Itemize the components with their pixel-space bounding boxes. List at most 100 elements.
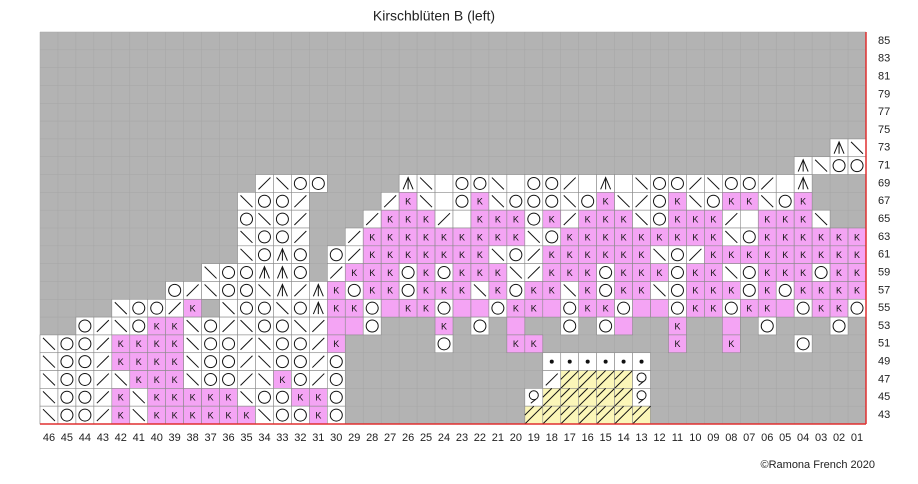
stitch-cell xyxy=(237,352,256,371)
column-label: 44 xyxy=(79,432,91,444)
column-label: 17 xyxy=(564,432,576,444)
stitch-cell: K xyxy=(542,281,562,300)
stitch-cell xyxy=(57,352,77,371)
ssk xyxy=(724,266,738,279)
stitch-k: K xyxy=(513,304,519,314)
stitch-cell xyxy=(704,192,723,211)
stitch-cell xyxy=(273,263,292,282)
cell-bg xyxy=(506,174,526,193)
stitch-cell: K xyxy=(775,263,795,282)
stitch-cell xyxy=(362,209,382,229)
stitch-k: K xyxy=(459,232,465,242)
stitch-cell xyxy=(201,316,220,336)
yarn-over xyxy=(491,301,505,315)
stitch-cell: K xyxy=(578,209,597,229)
cell-bg xyxy=(775,174,795,193)
yarn-over xyxy=(293,408,307,422)
stitch-cell: K xyxy=(793,263,813,282)
stitch-cell: K xyxy=(686,263,705,282)
ssk xyxy=(186,319,199,333)
yarn-over xyxy=(311,176,325,190)
stitch-cell: K xyxy=(596,298,615,318)
stitch-k: K xyxy=(585,250,591,260)
stitch-cell: K xyxy=(614,281,633,300)
stitch-k: K xyxy=(818,232,824,242)
stitch-cell xyxy=(560,281,579,300)
cable xyxy=(578,370,598,389)
stitch-cell: K xyxy=(129,334,149,354)
stitch-k: K xyxy=(513,214,519,224)
row-label: 69 xyxy=(878,177,890,189)
row-label: 59 xyxy=(878,266,890,278)
stitch-k: K xyxy=(477,268,483,278)
purl xyxy=(639,359,644,364)
stitch-cell xyxy=(614,370,633,389)
stitch-k: K xyxy=(172,393,178,403)
stitch-cell: K xyxy=(183,388,202,407)
stitch-cell: K xyxy=(686,227,705,247)
stitch-cell xyxy=(255,281,274,300)
stitch-cell xyxy=(309,174,328,193)
stitch-cell xyxy=(93,388,113,407)
yarn-over xyxy=(60,390,74,404)
stitch-cell xyxy=(596,405,615,425)
stitch-cell: K xyxy=(811,245,831,264)
ssk xyxy=(814,159,828,172)
stitch-cell: K xyxy=(775,209,795,229)
stitch-cell xyxy=(506,281,526,300)
stitch-cell: K xyxy=(380,263,400,282)
stitch-k: K xyxy=(692,232,698,242)
ssk xyxy=(186,337,199,351)
k2tog xyxy=(689,177,702,190)
stitch-cell xyxy=(578,370,598,389)
stitch-cell xyxy=(39,352,59,371)
stitch-cell xyxy=(847,298,867,318)
stitch-cell xyxy=(650,245,669,264)
stitch-cell xyxy=(255,192,274,211)
yarn-over xyxy=(742,176,756,190)
ssk xyxy=(276,301,289,315)
stitch-cell: K xyxy=(327,281,346,300)
stitch-k: K xyxy=(800,250,806,260)
yarn-over xyxy=(599,283,613,297)
cable xyxy=(560,405,580,425)
stitch-cell: K xyxy=(829,281,849,300)
column-label: 13 xyxy=(635,432,647,444)
ssk xyxy=(509,266,523,279)
ssk xyxy=(653,284,666,297)
stitch-cell xyxy=(632,174,651,193)
stitch-cell xyxy=(506,192,526,211)
stitch-k: K xyxy=(423,286,429,296)
k2tog xyxy=(347,248,361,261)
k2tog xyxy=(186,284,199,297)
stitch-k: K xyxy=(459,286,465,296)
stitch-cell: K xyxy=(632,281,651,300)
ssk xyxy=(491,177,505,190)
cell-bg xyxy=(327,316,346,336)
stitch-cell: K xyxy=(183,298,202,318)
yarn-over xyxy=(437,337,451,351)
stitch-k: K xyxy=(405,304,411,314)
stitch-cell xyxy=(255,334,274,354)
yarn-over xyxy=(778,283,792,297)
stitch-cell: K xyxy=(578,298,597,318)
stitch-cell: K xyxy=(380,209,400,229)
stitch-cell xyxy=(847,156,867,175)
stitch-cell xyxy=(380,298,400,318)
yarn-over xyxy=(706,194,720,208)
stitch-cell xyxy=(668,263,687,282)
stitch-cell: K xyxy=(165,316,184,336)
stitch-cell: K xyxy=(722,281,741,300)
ssk xyxy=(653,248,666,261)
stitch-cell: K xyxy=(560,227,579,247)
stitch-cell: K xyxy=(452,281,472,300)
stitch-cell xyxy=(596,174,615,193)
stitch-k: K xyxy=(764,304,770,314)
cell-bg xyxy=(668,334,687,354)
stitch-k: K xyxy=(674,232,680,242)
yarn-over xyxy=(742,283,756,297)
stitch-cell xyxy=(183,370,202,389)
stitch-cell xyxy=(237,334,256,354)
stitch-cell xyxy=(434,209,454,229)
